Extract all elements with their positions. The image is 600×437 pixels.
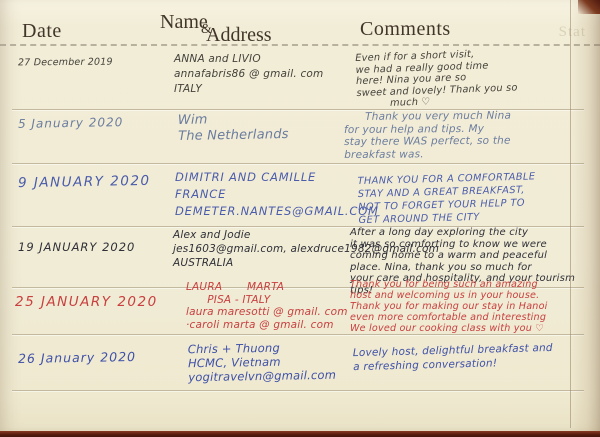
- entry-comments: Lovely host, delightful breakfast and a …: [352, 341, 553, 374]
- row-divider: [12, 163, 584, 164]
- entry-date: 9 JANUARY 2020: [17, 172, 151, 192]
- column-header-date: Date: [22, 20, 62, 42]
- column-header-name: Name: [160, 11, 208, 33]
- page-corner-shadow: [578, 0, 600, 14]
- column-header-address: Address: [206, 24, 272, 46]
- entry-name-address: Wim The Netherlands: [177, 112, 289, 144]
- page-crease-line: [570, 0, 571, 428]
- book-bottom-edge: [0, 431, 600, 437]
- entry-date: 25 JANUARY 2020: [15, 294, 158, 310]
- entry-comments: Thank you very much Nina for your help a…: [343, 109, 512, 161]
- ink-bleed-ghost-text: Stat: [559, 24, 586, 41]
- entry-comments: Even if for a short visit, we had a real…: [355, 48, 518, 111]
- header-divider: [0, 44, 600, 46]
- row-divider: [12, 287, 584, 288]
- row-divider: [12, 390, 584, 391]
- entry-name-address: LAURA MARTA PISA - ITALY laura maresotti…: [186, 281, 348, 331]
- entry-name-address: ANNA and LIVIO annafabris86 @ gmail. com…: [174, 53, 324, 95]
- entry-date: 19 JANUARY 2020: [18, 240, 136, 254]
- entry-date: 27 December 2019: [17, 56, 113, 69]
- entry-comments: Thank you for being such an amazing host…: [350, 279, 548, 334]
- row-divider: [12, 226, 584, 227]
- entry-name-address: DIMITRI AND CAMILLE FRANCE DEMETER.NANTE…: [175, 170, 379, 218]
- page-edge-shading: [570, 0, 600, 431]
- row-divider: [12, 109, 584, 110]
- entry-date: 5 January 2020: [17, 115, 124, 131]
- entry-comments: THANK YOU FOR A COMFORTABLE STAY AND A G…: [357, 171, 536, 227]
- column-header-comments: Comments: [360, 18, 451, 40]
- column-header-ampersand: &: [201, 22, 212, 37]
- entry-name-address: Chris + Thuong HCMC, Vietnam yogitravelv…: [187, 340, 337, 385]
- entry-date: 26 January 2020: [17, 348, 137, 367]
- entry-comments: After a long day exploring the city it w…: [350, 227, 576, 296]
- entry-name-address: Alex and Jodie jes1603@gmail.com, alexdr…: [173, 229, 440, 269]
- row-divider: [12, 334, 584, 335]
